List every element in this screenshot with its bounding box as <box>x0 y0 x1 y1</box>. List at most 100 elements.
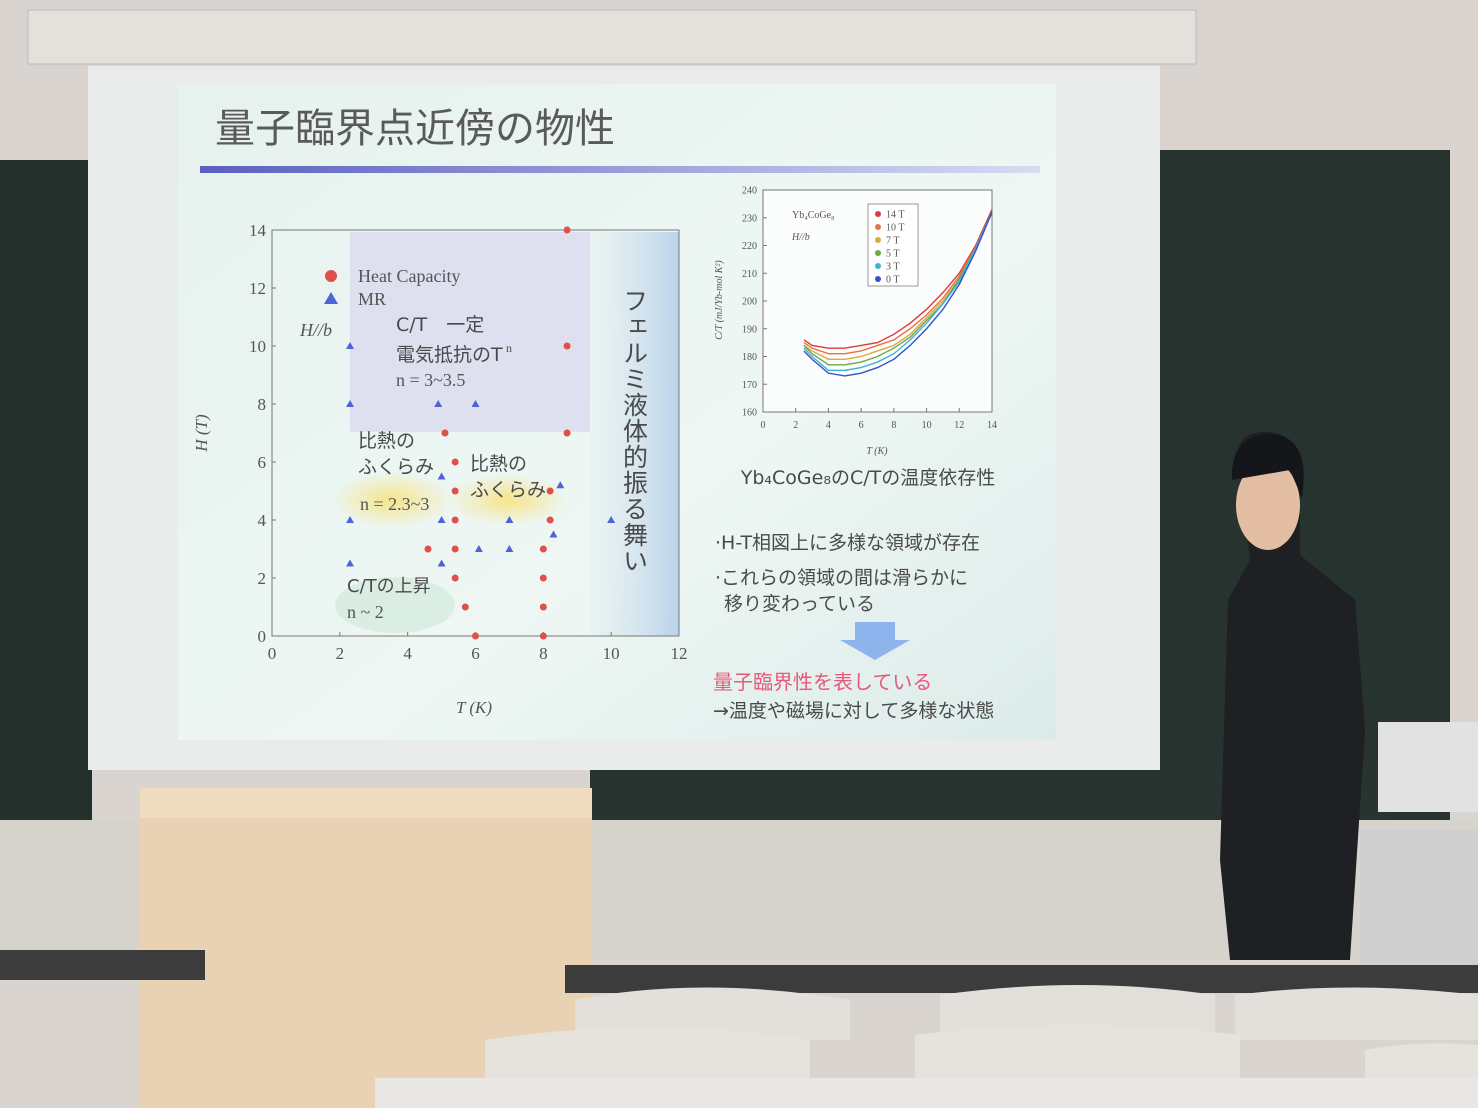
face <box>1236 460 1300 550</box>
annotation: 比熱の <box>358 430 415 452</box>
point <box>451 574 459 582</box>
y-tick-label: 160 <box>742 408 757 419</box>
legend-marker <box>875 237 881 243</box>
annotation: ふくらみ <box>358 456 434 478</box>
point <box>346 342 355 349</box>
point <box>472 632 479 640</box>
y-tick-label: 170 <box>742 380 757 391</box>
x-tick-label: 14 <box>987 420 997 431</box>
series-line <box>803 211 993 372</box>
point <box>556 481 565 489</box>
series-line <box>803 211 993 366</box>
series-line <box>803 211 993 355</box>
x-tick-label: 2 <box>793 420 798 431</box>
point <box>474 545 483 552</box>
point <box>549 530 558 538</box>
legend-label: 7 T <box>886 236 899 247</box>
point <box>505 516 514 523</box>
annotation: n ~ 2 <box>347 602 384 622</box>
x-tick-label: 4 <box>403 644 412 663</box>
note: →温度や磁場に対して多様な状態 <box>713 700 994 722</box>
point <box>563 226 571 234</box>
annotation: C/T 一定 <box>396 314 484 336</box>
desk <box>0 950 205 980</box>
region <box>448 474 568 526</box>
region <box>335 577 455 633</box>
y-tick-label: 0 <box>258 627 267 646</box>
legend-label: MR <box>358 289 386 309</box>
desk <box>375 1078 1478 1108</box>
bullet: 移り変わっている <box>724 593 875 615</box>
slide-title: 量子臨界点近傍の物性 <box>215 106 615 152</box>
legend-label: 0 T <box>886 275 899 286</box>
x-tick-label: 10 <box>922 420 932 431</box>
point <box>437 559 446 567</box>
point <box>539 574 547 582</box>
annotation: ふくらみ <box>470 479 546 501</box>
x-tick-label: 0 <box>761 420 766 431</box>
y-tick-label: 6 <box>258 453 267 472</box>
point <box>346 559 355 567</box>
caption: Yb₄CoGe₈のC/Tの温度依存性 <box>740 467 995 489</box>
legend-marker <box>875 224 881 230</box>
y-axis-label: H (T) <box>192 414 211 453</box>
point <box>437 516 446 523</box>
annotation: H//b <box>791 232 810 243</box>
x-axis-label: T (K) <box>866 446 888 457</box>
x-tick-label: 10 <box>603 644 620 663</box>
podium-top <box>140 788 592 818</box>
x-tick-label: 12 <box>671 644 688 663</box>
legend-marker <box>875 263 881 269</box>
annotation: Yb₄CoGe₈ <box>792 210 835 221</box>
y-tick-label: 14 <box>249 221 267 240</box>
region <box>350 232 590 432</box>
point <box>451 545 459 553</box>
conclusion: 量子臨界性を表している <box>713 670 932 694</box>
y-tick-label: 4 <box>258 511 267 530</box>
x-tick-label: 8 <box>539 644 548 663</box>
legend-box <box>867 203 919 287</box>
annotation: n = 3~3.5 <box>396 370 465 390</box>
bullet: ·H-T相図上に多様な領域が存在 <box>715 532 980 554</box>
legend-marker <box>324 292 338 304</box>
point <box>539 545 547 553</box>
x-tick-label: 6 <box>471 644 480 663</box>
point <box>563 429 571 437</box>
y-tick-label: 180 <box>742 352 757 363</box>
region <box>332 472 452 528</box>
arrow <box>840 622 910 660</box>
legend-label: 5 T <box>886 249 899 260</box>
point <box>607 516 616 523</box>
point <box>451 458 459 466</box>
annotation: H//b <box>299 320 332 340</box>
y-tick-label: 200 <box>742 297 757 308</box>
legend-marker <box>875 211 881 217</box>
y-tick-label: 12 <box>249 279 266 298</box>
point <box>546 487 554 495</box>
point <box>563 342 571 350</box>
point <box>461 603 469 611</box>
point <box>346 400 355 407</box>
y-tick-label: 8 <box>258 395 267 414</box>
region <box>590 232 679 636</box>
legend-marker <box>875 276 881 282</box>
y-tick-label: 240 <box>742 186 757 197</box>
bullet: ·これらの領域の間は滑らかに <box>715 567 968 589</box>
title-bar <box>200 166 1040 173</box>
legend-marker <box>875 250 881 256</box>
y-axis-label: C/T (mJ/Yb-mol K²) <box>714 260 725 340</box>
legend-label: 3 T <box>886 262 899 273</box>
y-tick-label: 230 <box>742 213 757 224</box>
annotation: C/Tの上昇 <box>347 576 431 597</box>
x-axis-label: T (K) <box>456 698 492 717</box>
annotation: 電気抵抗のT <box>396 344 503 366</box>
point <box>546 516 554 524</box>
person <box>1220 431 1365 960</box>
x-tick-label: 6 <box>859 420 864 431</box>
y-tick-label: 2 <box>258 569 267 588</box>
y-tick-label: 190 <box>742 324 757 335</box>
x-tick-label: 8 <box>891 420 896 431</box>
point <box>346 516 355 523</box>
point <box>441 429 449 437</box>
